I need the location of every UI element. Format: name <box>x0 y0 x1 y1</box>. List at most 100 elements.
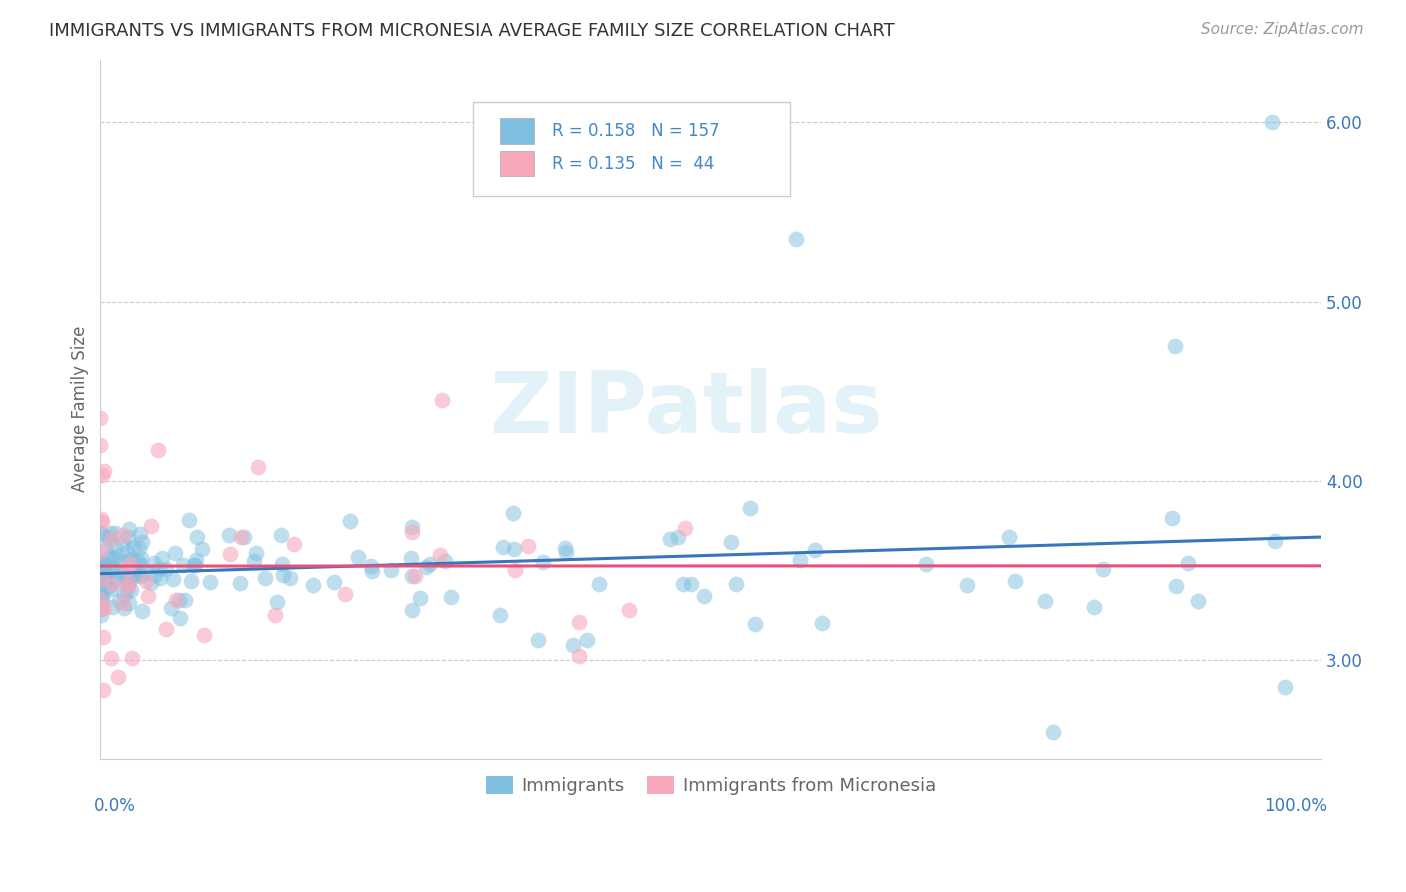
Point <box>143 567 166 582</box>
Point <box>101 561 124 575</box>
Point <box>97 552 120 566</box>
Point <box>104 526 127 541</box>
Point <box>165 546 187 560</box>
Point <box>666 530 689 544</box>
Point <box>179 513 201 527</box>
Point <box>160 600 183 615</box>
Point <box>568 648 591 663</box>
Point <box>90 557 112 571</box>
Point <box>100 563 122 577</box>
Point <box>89 438 111 452</box>
Point <box>1042 725 1064 739</box>
Point <box>91 574 114 588</box>
Point <box>90 555 112 569</box>
Point <box>301 578 323 592</box>
Point <box>128 566 150 581</box>
Point <box>121 540 143 554</box>
Point <box>93 464 115 478</box>
Point <box>90 512 112 526</box>
Point <box>100 582 122 596</box>
Point <box>110 555 132 569</box>
Point <box>100 570 122 584</box>
Point <box>503 563 526 577</box>
Point <box>1163 339 1185 353</box>
Point <box>429 549 451 563</box>
Point <box>1161 511 1184 525</box>
Point <box>90 565 112 579</box>
Point <box>811 616 834 631</box>
Point <box>588 577 610 591</box>
Point <box>96 567 118 582</box>
Point <box>360 559 382 574</box>
Point <box>90 594 112 608</box>
Text: R = 0.158   N = 157: R = 0.158 N = 157 <box>553 122 720 140</box>
Text: 0.0%: 0.0% <box>94 797 136 815</box>
Point <box>401 569 423 583</box>
Point <box>399 550 422 565</box>
Point <box>107 549 129 563</box>
Text: ZIPatlas: ZIPatlas <box>489 368 883 450</box>
Point <box>115 562 138 576</box>
Point <box>118 552 141 566</box>
Point <box>169 593 191 607</box>
Point <box>527 632 550 647</box>
Point <box>617 603 640 617</box>
Text: 100.0%: 100.0% <box>1264 797 1327 815</box>
Point <box>90 586 112 600</box>
Bar <box>499 151 534 177</box>
Point <box>104 540 127 554</box>
Point <box>173 592 195 607</box>
Point <box>150 551 173 566</box>
Point <box>278 571 301 585</box>
Point <box>118 522 141 536</box>
Point <box>89 601 111 615</box>
Point <box>1187 594 1209 608</box>
Point <box>183 558 205 573</box>
Point <box>100 532 122 546</box>
Point <box>502 506 524 520</box>
Point <box>229 530 252 544</box>
Point <box>93 601 115 615</box>
Point <box>740 500 762 515</box>
Point <box>111 572 134 586</box>
Point <box>219 547 242 561</box>
Point <box>1264 533 1286 548</box>
Point <box>131 534 153 549</box>
Point <box>139 575 162 590</box>
Point <box>100 575 122 590</box>
Point <box>121 552 143 566</box>
Bar <box>499 118 534 144</box>
Point <box>531 556 554 570</box>
Point <box>97 580 120 594</box>
Text: R = 0.135   N =  44: R = 0.135 N = 44 <box>553 154 714 173</box>
Point <box>90 571 112 585</box>
Point <box>673 521 696 535</box>
Point <box>91 561 114 575</box>
Point <box>131 558 153 572</box>
Point <box>100 651 122 665</box>
Point <box>492 541 515 555</box>
Point <box>107 671 129 685</box>
Point <box>146 443 169 458</box>
Point <box>693 589 716 603</box>
Point <box>273 567 295 582</box>
Point <box>1083 600 1105 615</box>
Point <box>270 528 292 542</box>
Point <box>143 556 166 570</box>
Point <box>186 531 208 545</box>
Point <box>124 566 146 581</box>
Point <box>112 596 135 610</box>
Point <box>346 549 368 564</box>
Point <box>172 558 194 572</box>
Point <box>131 569 153 583</box>
Point <box>118 596 141 610</box>
Point <box>122 570 145 584</box>
Point <box>789 553 811 567</box>
Point <box>138 589 160 603</box>
Point <box>430 393 453 408</box>
Point <box>180 574 202 589</box>
Point <box>121 650 143 665</box>
Point <box>266 595 288 609</box>
Point <box>115 582 138 596</box>
Point <box>131 550 153 565</box>
